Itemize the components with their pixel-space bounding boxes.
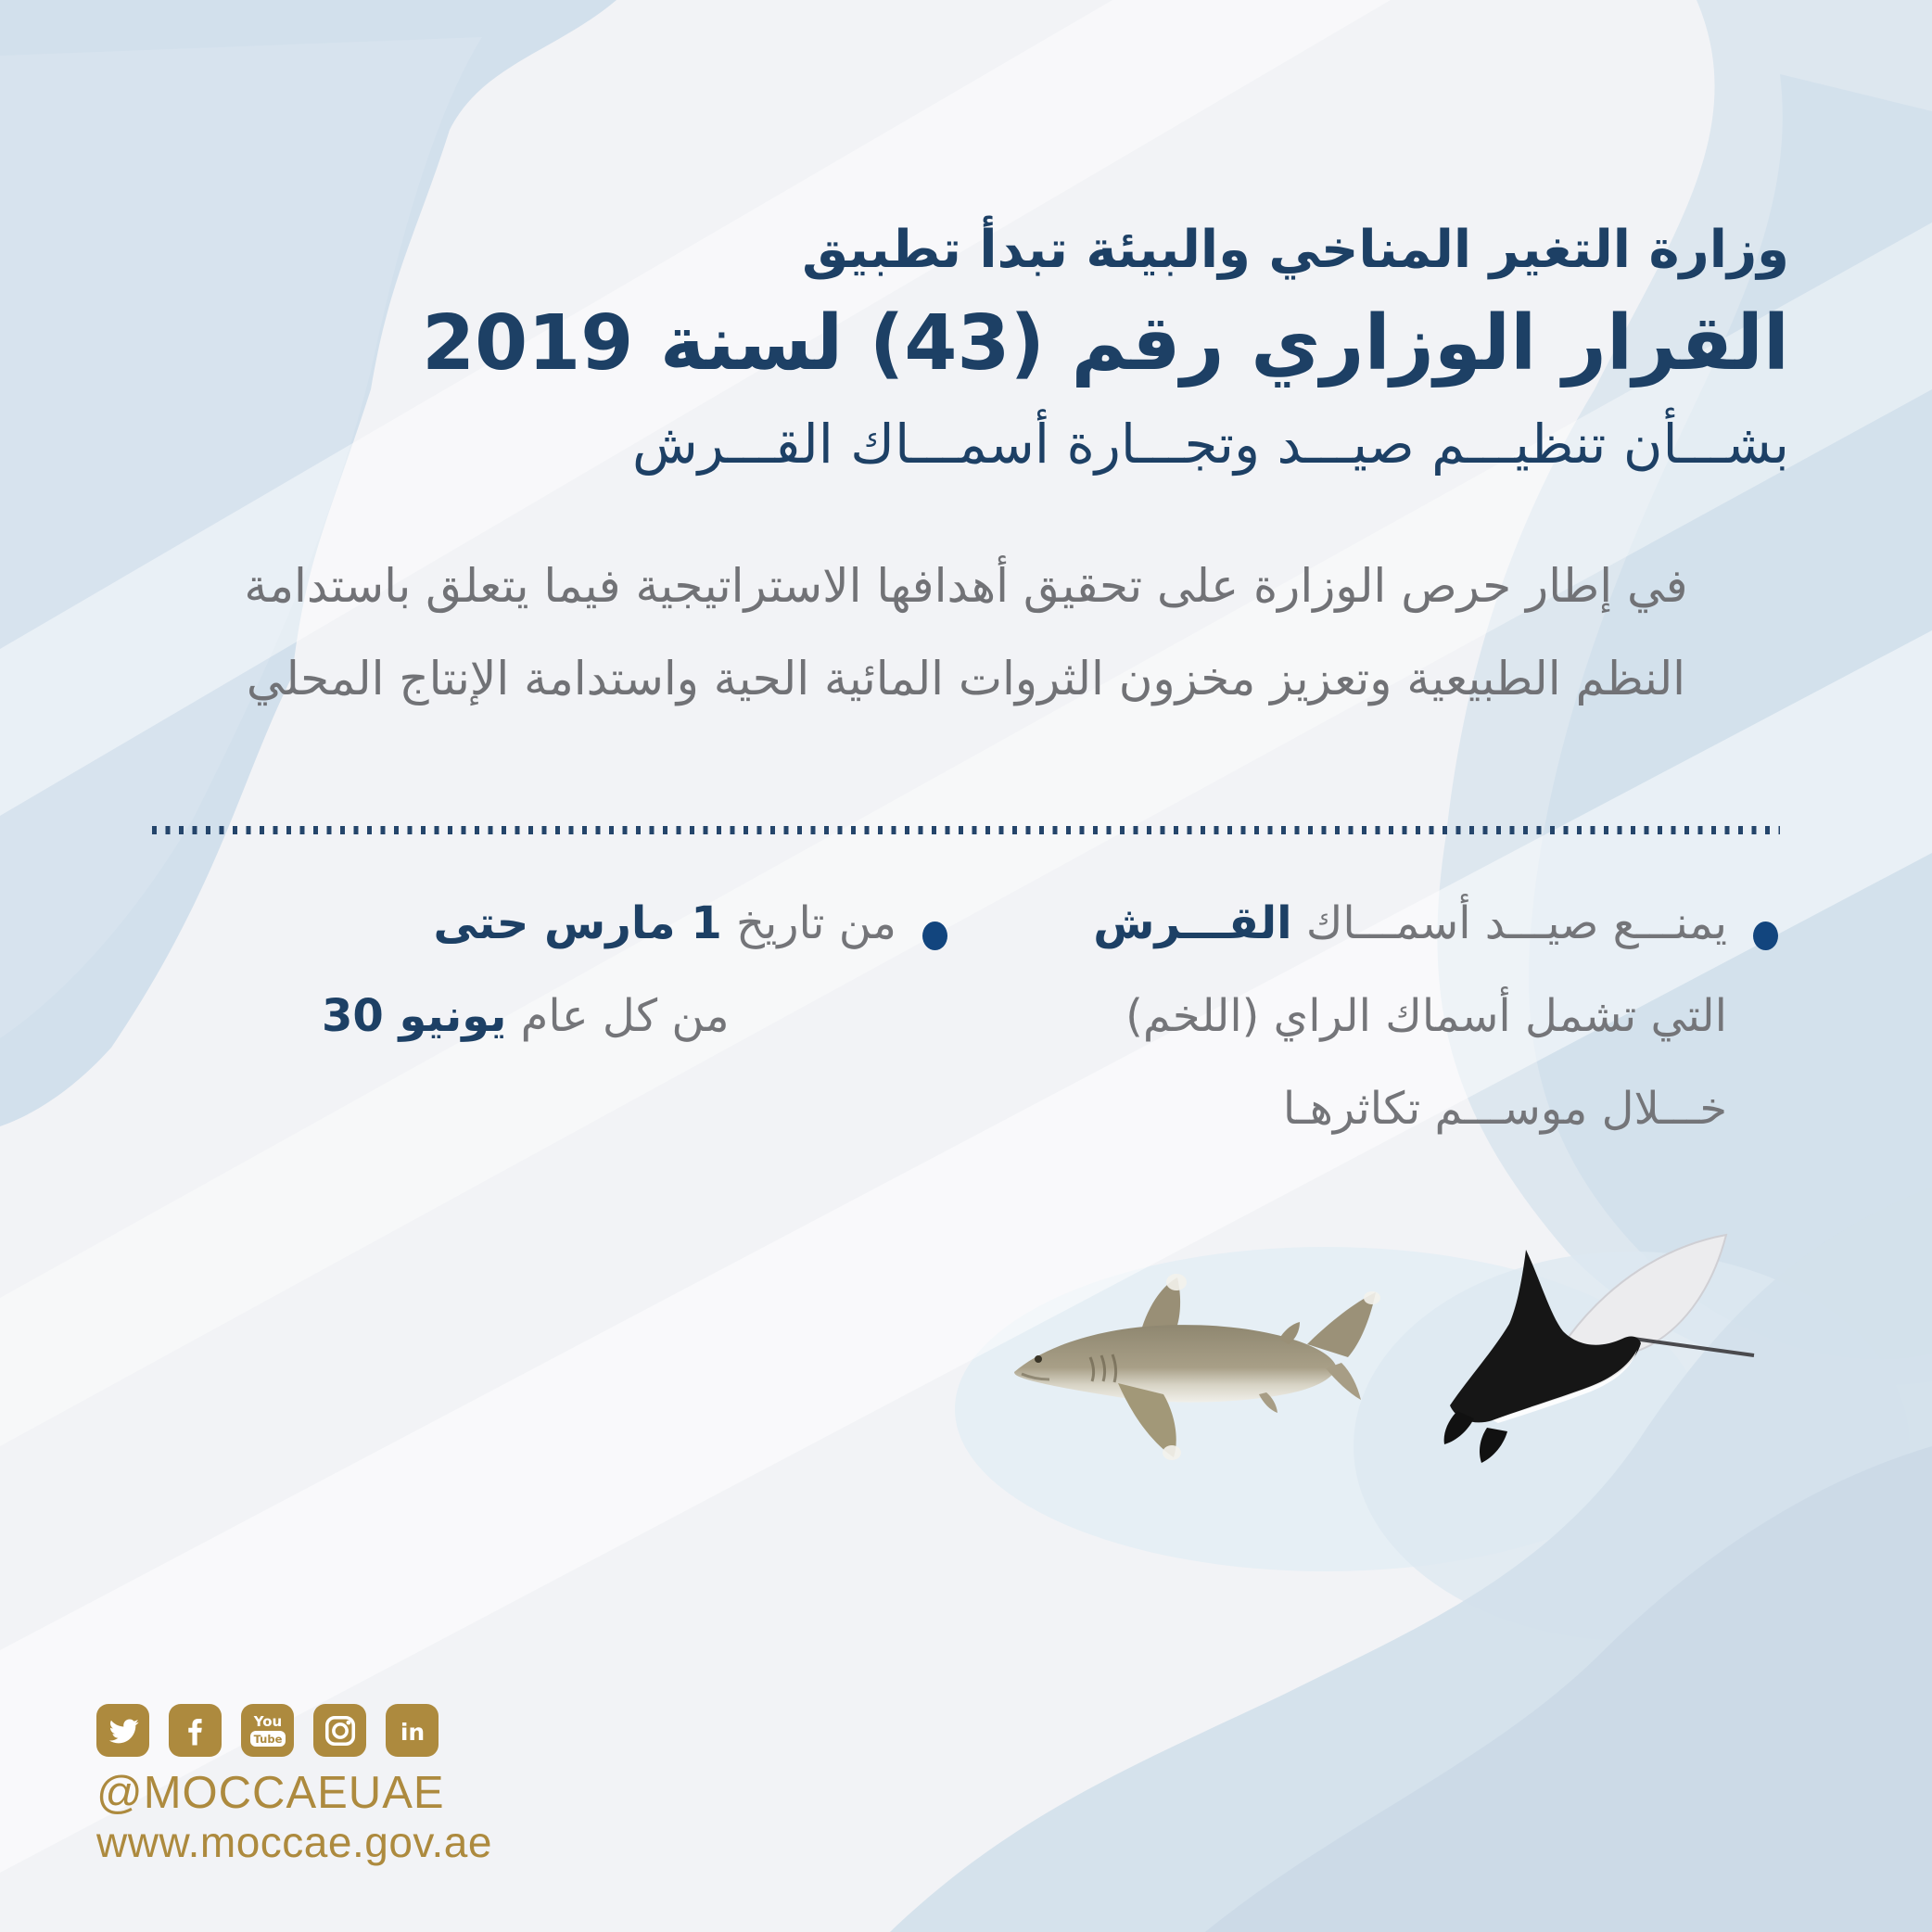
- bullet-season-dates-text: من تاريخ 1 مارس حتى 30 يونيو من كل عام: [322, 901, 896, 1087]
- social-handle: @MOCCAEUAE: [96, 1768, 445, 1818]
- youtube-icon[interactable]: You Tube: [241, 1704, 294, 1757]
- ban-line-2: التي تشمل أسماك الراي (اللخم): [1125, 990, 1727, 1042]
- intro-line-2: النظم الطبيعية وتعزيز مخزون الثروات الما…: [246, 652, 1686, 705]
- bullet-shark-ban: يمنـــع صيـــد أسمـــاك القـــرش التي تش…: [1073, 901, 1778, 1179]
- website-url[interactable]: www.moccae.gov.ae: [96, 1818, 492, 1866]
- youtube-you-label: You: [252, 1713, 281, 1730]
- title-line-1: وزارة التغير المناخي والبيئة تبدأ تطبيق: [802, 220, 1789, 280]
- manta-ray-icon: [1443, 1233, 1755, 1463]
- twitter-icon[interactable]: [96, 1704, 149, 1757]
- ban-line-1: يمنـــع صيـــد أسمـــاك القـــرش: [1093, 897, 1727, 949]
- intro-line-1: في إطار حرص الوزارة على تحقيق أهدافها ال…: [244, 559, 1688, 613]
- title-line-3: بشـــأن تنظيـــم صيـــد وتجـــارة أسمـــ…: [631, 413, 1789, 477]
- ban-line-3: خـــلال موســـم تكاثرهـا: [1282, 1083, 1727, 1135]
- shark-and-manta-illustration: [1014, 1233, 1755, 1463]
- social-icons-row: You Tube in: [96, 1704, 439, 1757]
- instagram-icon[interactable]: [313, 1704, 366, 1757]
- title-line-2: القرار الوزاري رقم (43) لسنة 2019: [422, 299, 1789, 388]
- youtube-tube-label: Tube: [253, 1733, 282, 1746]
- dates-line-2: 30 يونيو من كل عام: [322, 990, 730, 1042]
- linkedin-in-label: in: [400, 1719, 424, 1746]
- bullet-shark-ban-text: يمنـــع صيـــد أسمـــاك القـــرش التي تش…: [1073, 901, 1727, 1179]
- shark-icon: [1014, 1274, 1380, 1460]
- header-title-block: وزارة التغير المناخي والبيئة تبدأ تطبيق …: [399, 215, 1789, 480]
- bullet-season-dates: من تاريخ 1 مارس حتى 30 يونيو من كل عام: [322, 901, 947, 1087]
- facebook-icon[interactable]: [169, 1704, 222, 1757]
- intro-paragraph: في إطار حرص الوزارة على تحقيق أهدافها ال…: [121, 540, 1811, 725]
- dates-line-1: من تاريخ 1 مارس حتى: [433, 897, 896, 949]
- bullet-dot-icon: [922, 922, 947, 950]
- linkedin-icon[interactable]: in: [386, 1704, 439, 1757]
- bullet-dot-icon: [1753, 922, 1778, 950]
- dotted-divider: [152, 826, 1780, 834]
